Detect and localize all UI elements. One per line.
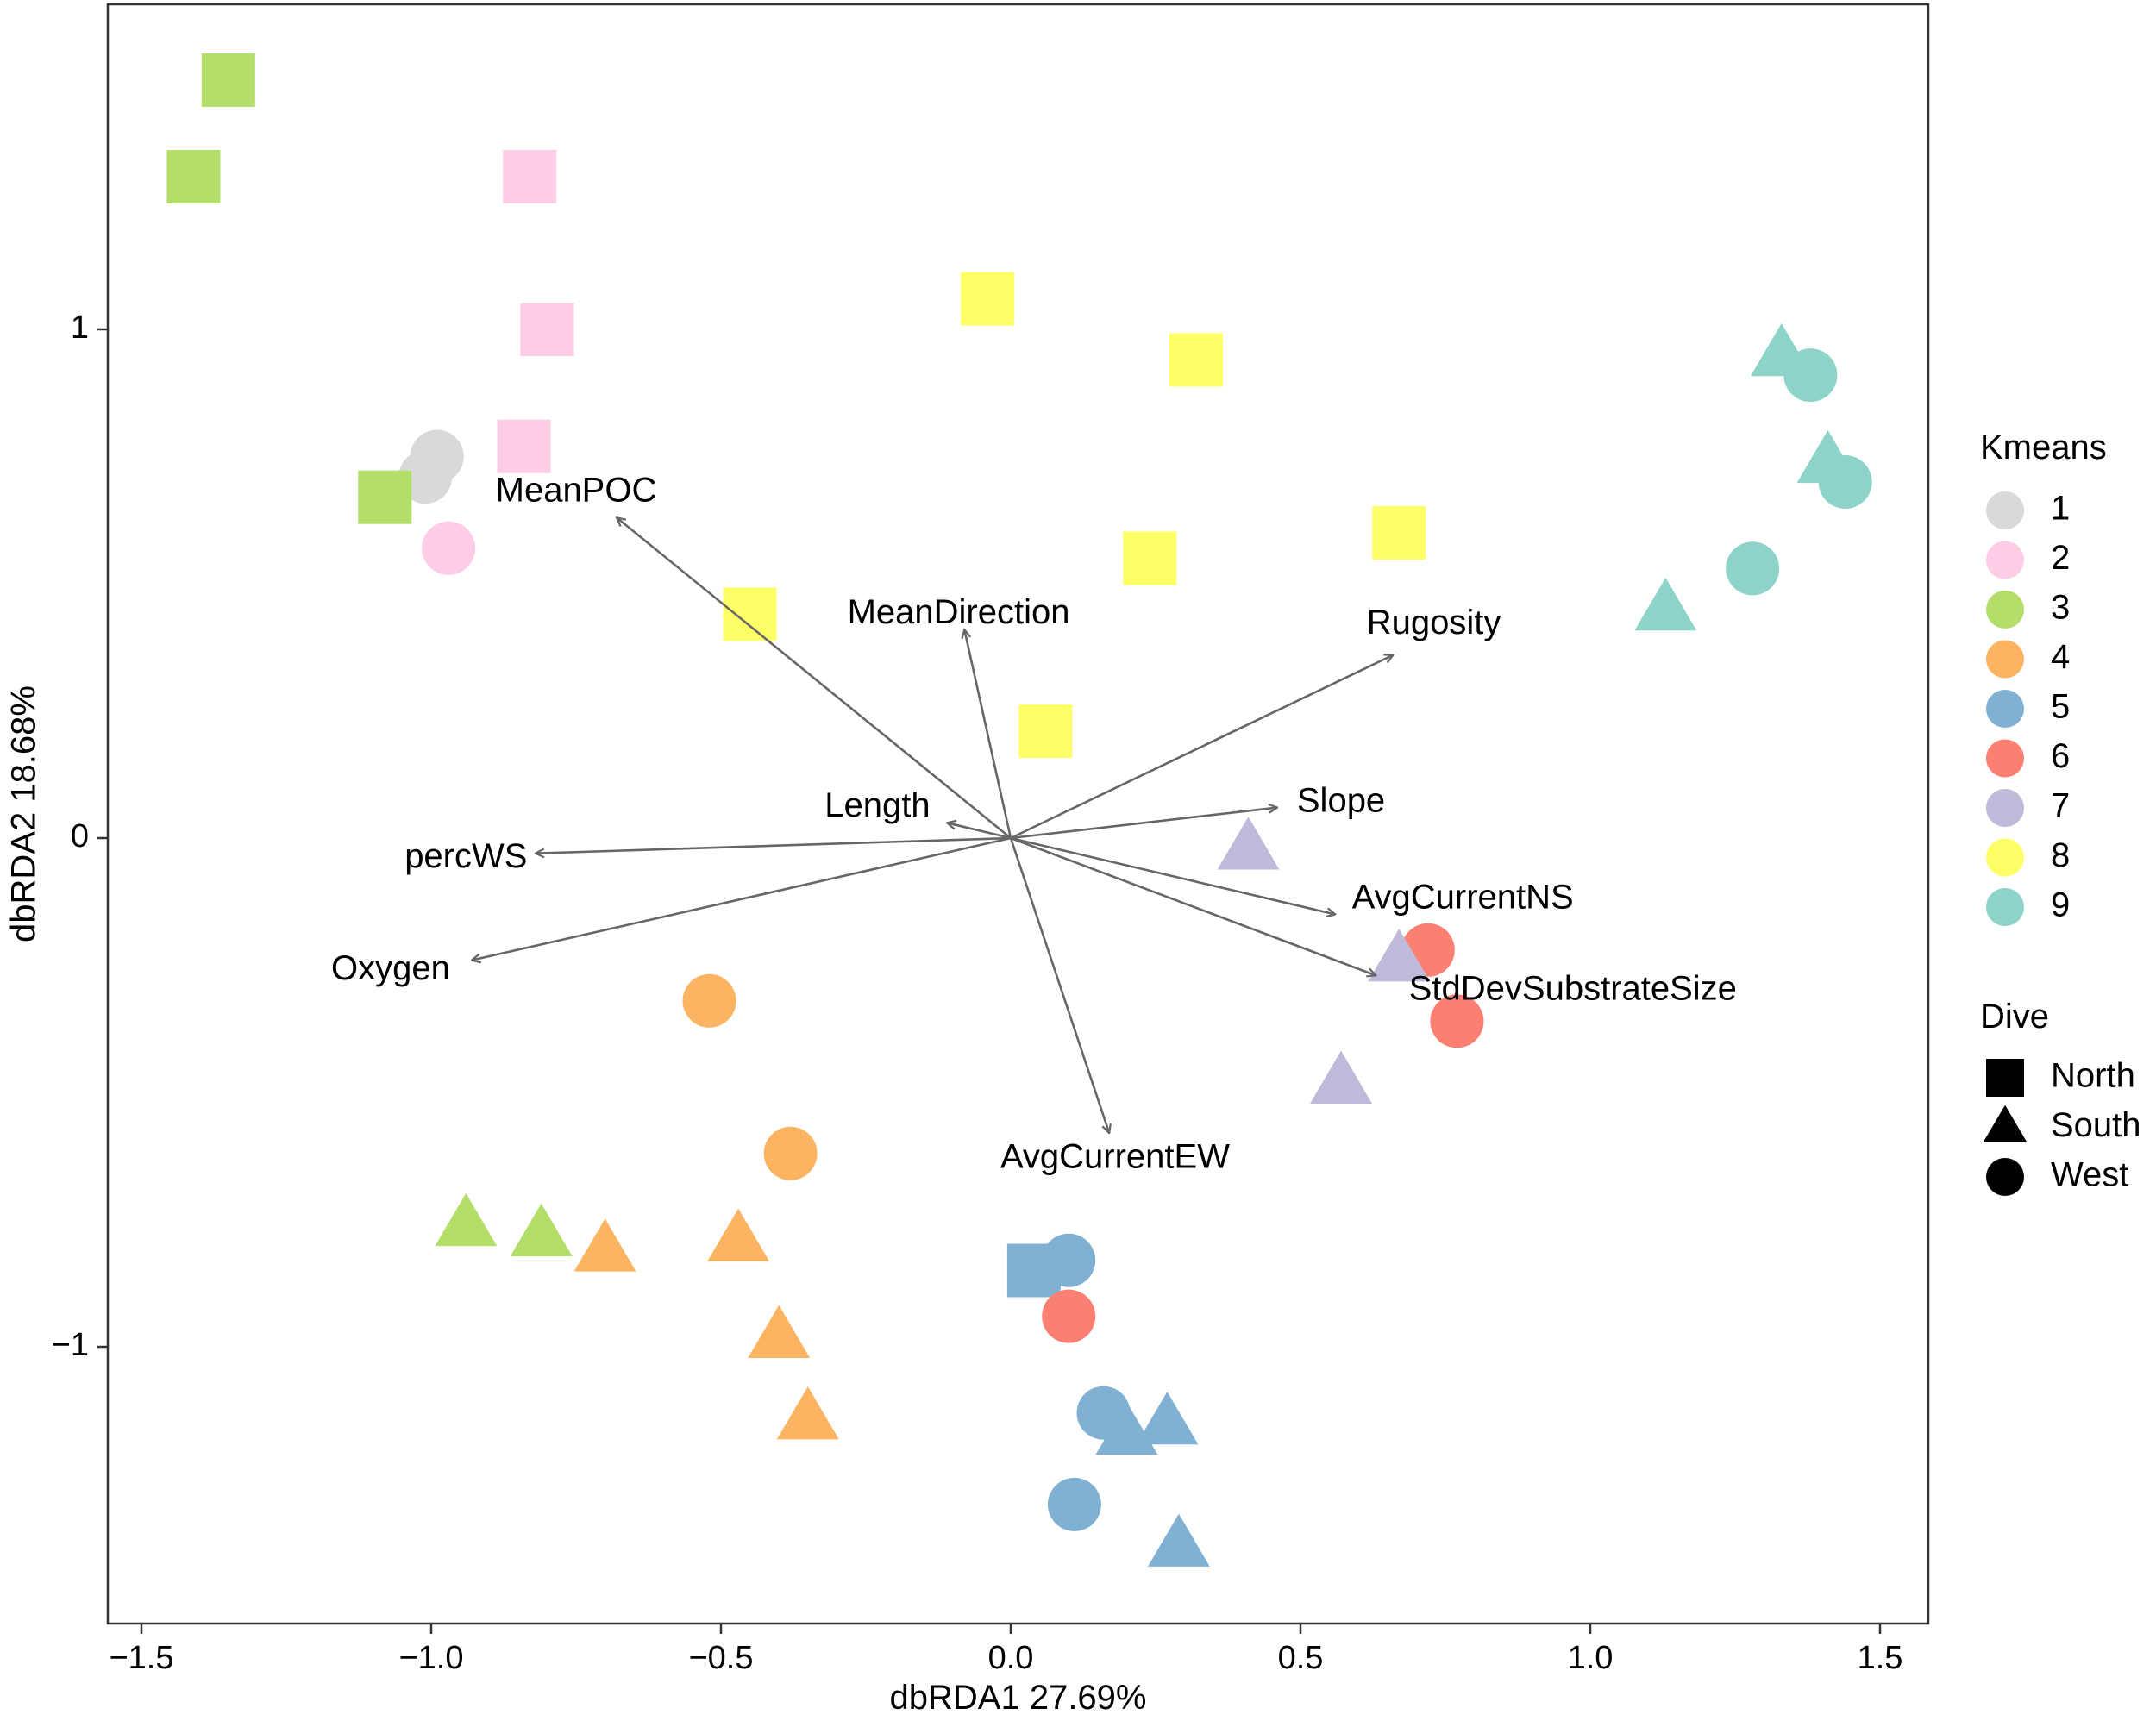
data-point-40-k9-west xyxy=(1726,541,1780,596)
vector-label-slope: Slope xyxy=(1297,781,1385,819)
data-point-7-k3-north xyxy=(166,150,221,203)
x-tick-label-5: 1.0 xyxy=(1568,1640,1614,1676)
vector-arrow-rugosity xyxy=(1010,655,1394,840)
vector-label-oxygen: Oxygen xyxy=(331,949,450,987)
data-point-18-k5-west xyxy=(1042,1233,1096,1287)
data-point-14-k4-south xyxy=(707,1208,770,1261)
legend-kmeans-label-8: 8 xyxy=(2051,836,2070,874)
vector-arrow-meanpoc xyxy=(617,517,1012,840)
data-point-27-k7-south xyxy=(1217,817,1280,870)
y-axis-title: dbRDA2 18.68% xyxy=(5,685,43,942)
data-point-10-k3-south xyxy=(510,1203,573,1256)
legend-kmeans-title: Kmeans xyxy=(1980,429,2107,466)
axes: −1.5 −1.0 −0.5 0.0 0.5 1.0 1.5 −1 0 1 dbRDA1 27.69… xyxy=(5,3,1930,1717)
vector-arrow-length xyxy=(947,823,1012,840)
legend-dive-swatch-west xyxy=(1986,1158,2024,1196)
x-axis-title: dbRDA1 27.69% xyxy=(890,1679,1147,1717)
legend-dive-label-west: West xyxy=(2051,1156,2128,1194)
vector-arrow-percws xyxy=(536,836,1012,854)
data-point-11-k4-west xyxy=(682,973,736,1028)
legend-kmeans-label-7: 7 xyxy=(2051,787,2070,825)
y-tick-label-0: −1 xyxy=(52,1327,89,1363)
legend-dive-label-south: South xyxy=(2051,1106,2141,1144)
vector-arrow-meandirection xyxy=(964,629,1012,839)
data-point-31-k8-north xyxy=(1169,333,1224,387)
data-point-23-k5-south xyxy=(1147,1513,1210,1567)
x-tick-label-1: −1.0 xyxy=(398,1640,463,1676)
legend-kmeans-swatch-1 xyxy=(1986,491,2024,529)
data-point-16-k4-south xyxy=(776,1386,839,1440)
legend-kmeans-swatch-9 xyxy=(1986,888,2024,926)
data-point-41-k9-south xyxy=(1634,577,1697,631)
data-point-39-k9-west xyxy=(1818,455,1872,509)
data-point-15-k4-south xyxy=(748,1305,811,1358)
vector-label-avgcurrentns: AvgCurrentNS xyxy=(1352,878,1574,916)
legend-dive-swatch-north xyxy=(1986,1059,2024,1097)
legend-kmeans-swatch-4 xyxy=(1986,640,2024,679)
data-point-4-k2-north xyxy=(497,419,551,473)
plot-panel: MeanPOC MeanDirection Rugosity Slope Length p… xyxy=(166,53,1872,1567)
vector-label-avgcurrentew: AvgCurrentEW xyxy=(1000,1137,1230,1175)
vector-label-percws: percWS xyxy=(404,837,527,875)
data-point-30-k8-north xyxy=(961,272,1015,326)
data-point-3-k2-north xyxy=(520,303,574,356)
data-point-26-k6-west xyxy=(1430,994,1484,1048)
data-point-33-k8-north xyxy=(1123,531,1177,585)
data-point-20-k5-west xyxy=(1047,1477,1101,1531)
x-tick-label-4: 0.5 xyxy=(1278,1640,1324,1676)
vector-arrow-avgcurrentew xyxy=(1009,837,1109,1133)
x-tick-label-0: −1.5 xyxy=(109,1640,173,1676)
legend-kmeans-label-2: 2 xyxy=(2051,539,2070,577)
legend-kmeans-label-1: 1 xyxy=(2051,490,2070,528)
legend-dive-swatch-south xyxy=(1983,1105,2028,1143)
data-point-32-k8-north xyxy=(1372,506,1426,560)
y-tick-label-2: 1 xyxy=(71,310,89,346)
x-tick-label-6: 1.5 xyxy=(1858,1640,1903,1676)
legend-kmeans-swatch-8 xyxy=(1986,838,2024,877)
data-point-29-k7-south xyxy=(1310,1050,1372,1104)
legend-kmeans-label-9: 9 xyxy=(2051,886,2070,924)
legend-kmeans-swatch-5 xyxy=(1986,690,2024,728)
data-point-35-k8-north xyxy=(1018,704,1073,759)
vector-arrow-avgcurrentns xyxy=(1010,836,1335,915)
vector-label-meanpoc: MeanPOC xyxy=(496,471,657,509)
data-point-12-k4-west xyxy=(763,1126,818,1180)
data-point-6-k3-north xyxy=(201,53,255,107)
vector-label-stddevsubstratesize: StdDevSubstrateSize xyxy=(1409,970,1737,1008)
legend-dive-title: Dive xyxy=(1980,998,2049,1036)
legend-kmeans-label-6: 6 xyxy=(2051,737,2070,775)
data-point-2-k2-north xyxy=(503,150,557,203)
legend-kmeans-swatch-2 xyxy=(1986,541,2024,579)
data-point-37-k9-west xyxy=(1783,348,1838,403)
data-point-1-k1-west xyxy=(410,429,464,484)
legend-kmeans-swatch-6 xyxy=(1986,739,2024,778)
legend-kmeans-label-3: 3 xyxy=(2051,589,2070,627)
legend-kmeans-label-5: 5 xyxy=(2051,688,2070,726)
plot-border xyxy=(106,3,1930,1625)
data-point-24-k6-west xyxy=(1042,1289,1096,1343)
legend-kmeans-swatch-7 xyxy=(1986,789,2024,827)
vector-arrow-stddevsubstratesize xyxy=(1010,836,1376,975)
vector-arrow-oxygen xyxy=(472,836,1012,961)
vector-arrow-slope xyxy=(1010,808,1277,840)
data-point-28-k7-south xyxy=(1368,929,1431,982)
data-point-13-k4-south xyxy=(573,1218,636,1272)
legend-dive-label-north: North xyxy=(2051,1057,2135,1095)
legend-kmeans-swatch-3 xyxy=(1986,591,2024,629)
x-tick-label-3: 0.0 xyxy=(988,1640,1034,1676)
data-point-8-k3-north xyxy=(358,470,412,524)
data-point-9-k3-south xyxy=(435,1192,498,1247)
data-point-5-k2-west xyxy=(422,521,476,575)
legend-kmeans-label-4: 4 xyxy=(2051,638,2070,676)
x-tick-label-2: −0.5 xyxy=(688,1640,753,1676)
y-tick-label-1: 0 xyxy=(71,818,89,854)
data-point-34-k8-north xyxy=(723,587,777,641)
vector-label-rugosity: Rugosity xyxy=(1367,604,1501,641)
data-point-22-k5-south xyxy=(1136,1391,1199,1445)
vector-label-meandirection: MeanDirection xyxy=(848,593,1070,631)
vector-label-length: Length xyxy=(824,786,930,824)
